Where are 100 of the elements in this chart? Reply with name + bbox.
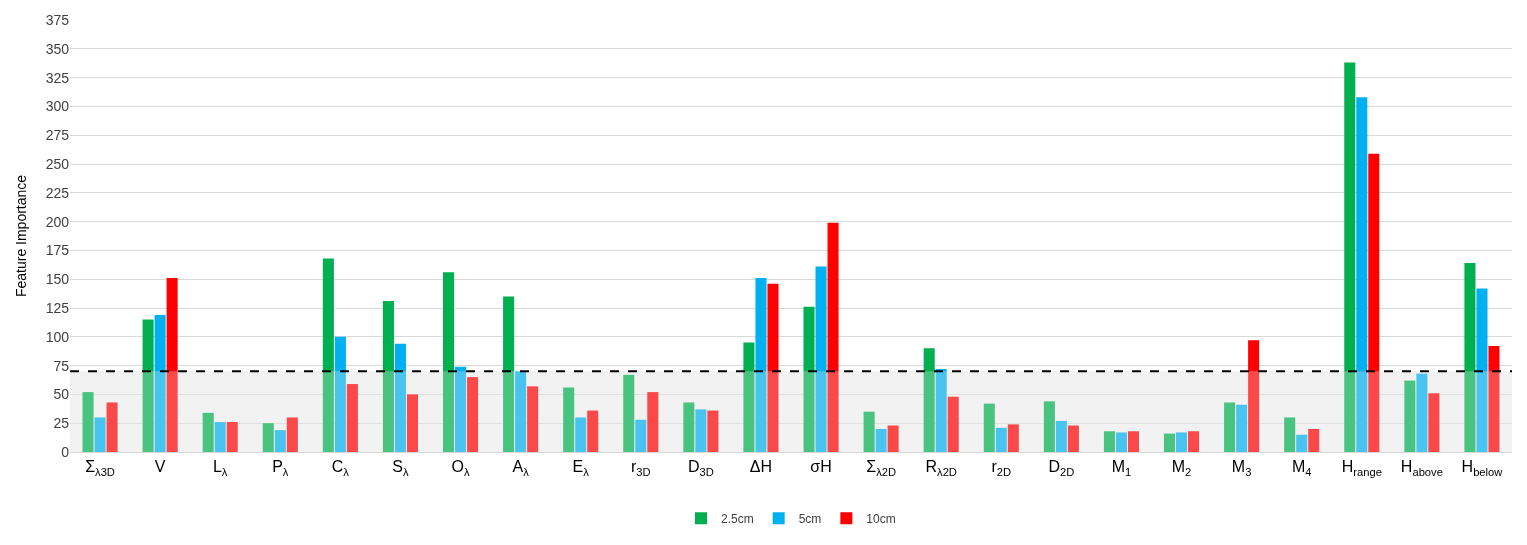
- y-tick-label: 125: [45, 299, 70, 316]
- bar: [1416, 373, 1428, 452]
- bar: [995, 427, 1007, 452]
- bar: [1404, 380, 1416, 452]
- bar: [286, 417, 298, 452]
- bar: [1164, 433, 1176, 452]
- bar: [1368, 153, 1380, 452]
- bar: [1488, 346, 1500, 452]
- bar: [406, 394, 418, 452]
- x-tick-label: M$_{3}$: [1231, 458, 1252, 478]
- bar: [803, 306, 815, 452]
- bar: [935, 369, 947, 452]
- y-tick-label: 75: [53, 357, 70, 374]
- bar: [382, 301, 394, 452]
- bar: [142, 319, 154, 452]
- x-tick-label: H$_{below}$: [1461, 458, 1504, 478]
- legend-label: 2.5cm: [721, 512, 754, 527]
- y-tick-label: 150: [45, 271, 70, 288]
- y-tick-label: 275: [45, 127, 70, 144]
- bar: [1236, 404, 1248, 452]
- bar: [1127, 431, 1139, 452]
- bar: [815, 266, 827, 452]
- bar: [503, 296, 515, 452]
- y-axis-title: Feature Importance: [13, 174, 30, 298]
- bar: [202, 412, 214, 452]
- bar: [767, 283, 779, 452]
- y-tick-label: 50: [53, 386, 70, 403]
- bar: [563, 387, 575, 452]
- bar: [683, 402, 695, 452]
- bar: [1067, 425, 1079, 452]
- bar: [875, 428, 887, 452]
- y-tick-label: 250: [45, 155, 70, 172]
- x-tick-label: A$_{λ}$: [512, 458, 530, 478]
- bar: [1296, 434, 1308, 452]
- x-tick-label: D$_{3D}$: [687, 458, 714, 478]
- bar: [394, 343, 406, 452]
- x-tick-label: M$_{2}$: [1171, 458, 1192, 478]
- bar: [755, 278, 767, 452]
- bar: [455, 366, 467, 452]
- x-tick-label: C$_{λ}$: [331, 458, 350, 478]
- y-tick-label: 225: [45, 184, 70, 201]
- bar: [214, 422, 226, 452]
- y-tick-label: 375: [45, 11, 70, 28]
- bar: [262, 423, 274, 452]
- bar: [1224, 402, 1236, 452]
- x-tick-label: ΔH: [749, 458, 773, 476]
- bar: [515, 371, 527, 452]
- x-tick-label: σH: [810, 458, 832, 476]
- bar: [863, 411, 875, 452]
- y-tick-label: 25: [53, 415, 70, 432]
- bar: [743, 342, 755, 452]
- bar: [1188, 431, 1200, 452]
- bar: [467, 377, 479, 452]
- bar: [1476, 288, 1488, 452]
- bar: [1115, 432, 1127, 452]
- bar: [443, 272, 455, 452]
- bar: [1464, 263, 1476, 452]
- bar: [647, 392, 659, 452]
- bar: [226, 422, 238, 452]
- bar: [1356, 97, 1368, 452]
- bar: [1284, 417, 1296, 452]
- legend-label: 10cm: [866, 512, 896, 527]
- bar: [635, 419, 647, 452]
- bar: [707, 410, 719, 452]
- x-tick-label: r$_{3D}$: [630, 458, 651, 478]
- bar: [827, 222, 839, 452]
- x-tick-label: D$_{2D}$: [1048, 458, 1075, 478]
- bar: [923, 348, 935, 452]
- bar: [82, 392, 94, 452]
- x-tick-label: r$_{2D}$: [991, 458, 1012, 478]
- bar: [1103, 431, 1115, 452]
- bar: [1043, 401, 1055, 452]
- bar: [887, 425, 899, 452]
- y-tick-label: 0: [61, 443, 70, 460]
- bar: [154, 314, 166, 452]
- bar: [587, 410, 599, 452]
- x-tick-label: H$_{above}$: [1400, 458, 1443, 478]
- bar: [334, 336, 346, 452]
- x-tick-label: O$_{λ}$: [451, 458, 470, 478]
- x-tick-label: Σ$_{λ2D}$: [866, 458, 897, 478]
- bar: [1248, 340, 1260, 452]
- legend-label: 5cm: [798, 512, 822, 527]
- x-tick-label: L$_{λ}$: [212, 458, 228, 478]
- x-tick-label: M$_{1}$: [1111, 458, 1132, 478]
- x-tick-label: Σ$_{λ3D}$: [85, 458, 115, 478]
- x-tick-label: V: [154, 458, 166, 476]
- bar: [1428, 393, 1440, 452]
- bar: [983, 403, 995, 452]
- y-tick-label: 200: [45, 213, 70, 230]
- x-tick-label: P$_{λ}$: [272, 458, 289, 478]
- bar: [1176, 432, 1188, 452]
- bar: [575, 417, 587, 452]
- bar: [947, 396, 959, 452]
- x-tick-label: M$_{4}$: [1291, 458, 1312, 478]
- bar: [274, 430, 286, 452]
- bar: [527, 386, 539, 452]
- bar: [1007, 424, 1019, 452]
- x-tick-label: E$_{λ}$: [572, 458, 590, 478]
- y-tick-label: 350: [45, 40, 70, 57]
- bar: [1344, 62, 1356, 452]
